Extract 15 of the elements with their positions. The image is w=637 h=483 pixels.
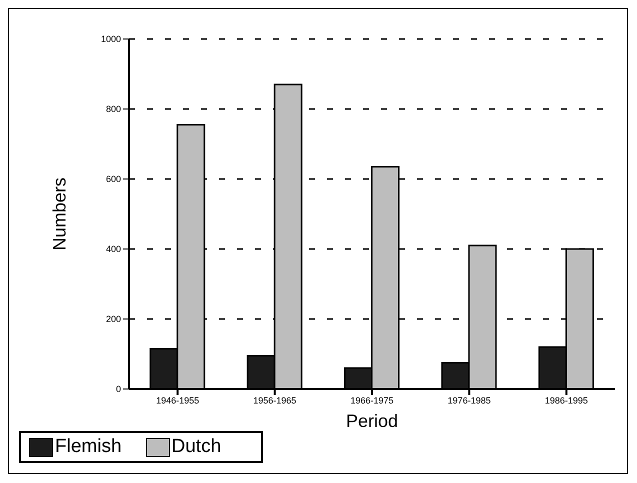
legend-label: Dutch (170, 436, 222, 458)
y-tick-label: 1000 (100, 34, 121, 44)
x-tick-label: 1966-1975 (350, 395, 394, 406)
y-tick-label: 0 (116, 384, 121, 394)
legend-label: Flemish (54, 436, 122, 458)
x-tick-label: 1986-1995 (544, 395, 588, 406)
x-tick-label: 1946-1955 (156, 395, 200, 406)
y-tick-label: 600 (106, 174, 121, 184)
y-tick-label: 400 (106, 244, 121, 254)
x-tick-label: 1956-1965 (253, 395, 296, 406)
y-axis-title: Numbers (49, 177, 70, 251)
x-axis-title: Period (346, 411, 398, 431)
y-tick-label: 200 (106, 314, 121, 324)
x-tick-label: 1976-1985 (448, 395, 491, 406)
y-tick-label: 800 (106, 104, 121, 114)
